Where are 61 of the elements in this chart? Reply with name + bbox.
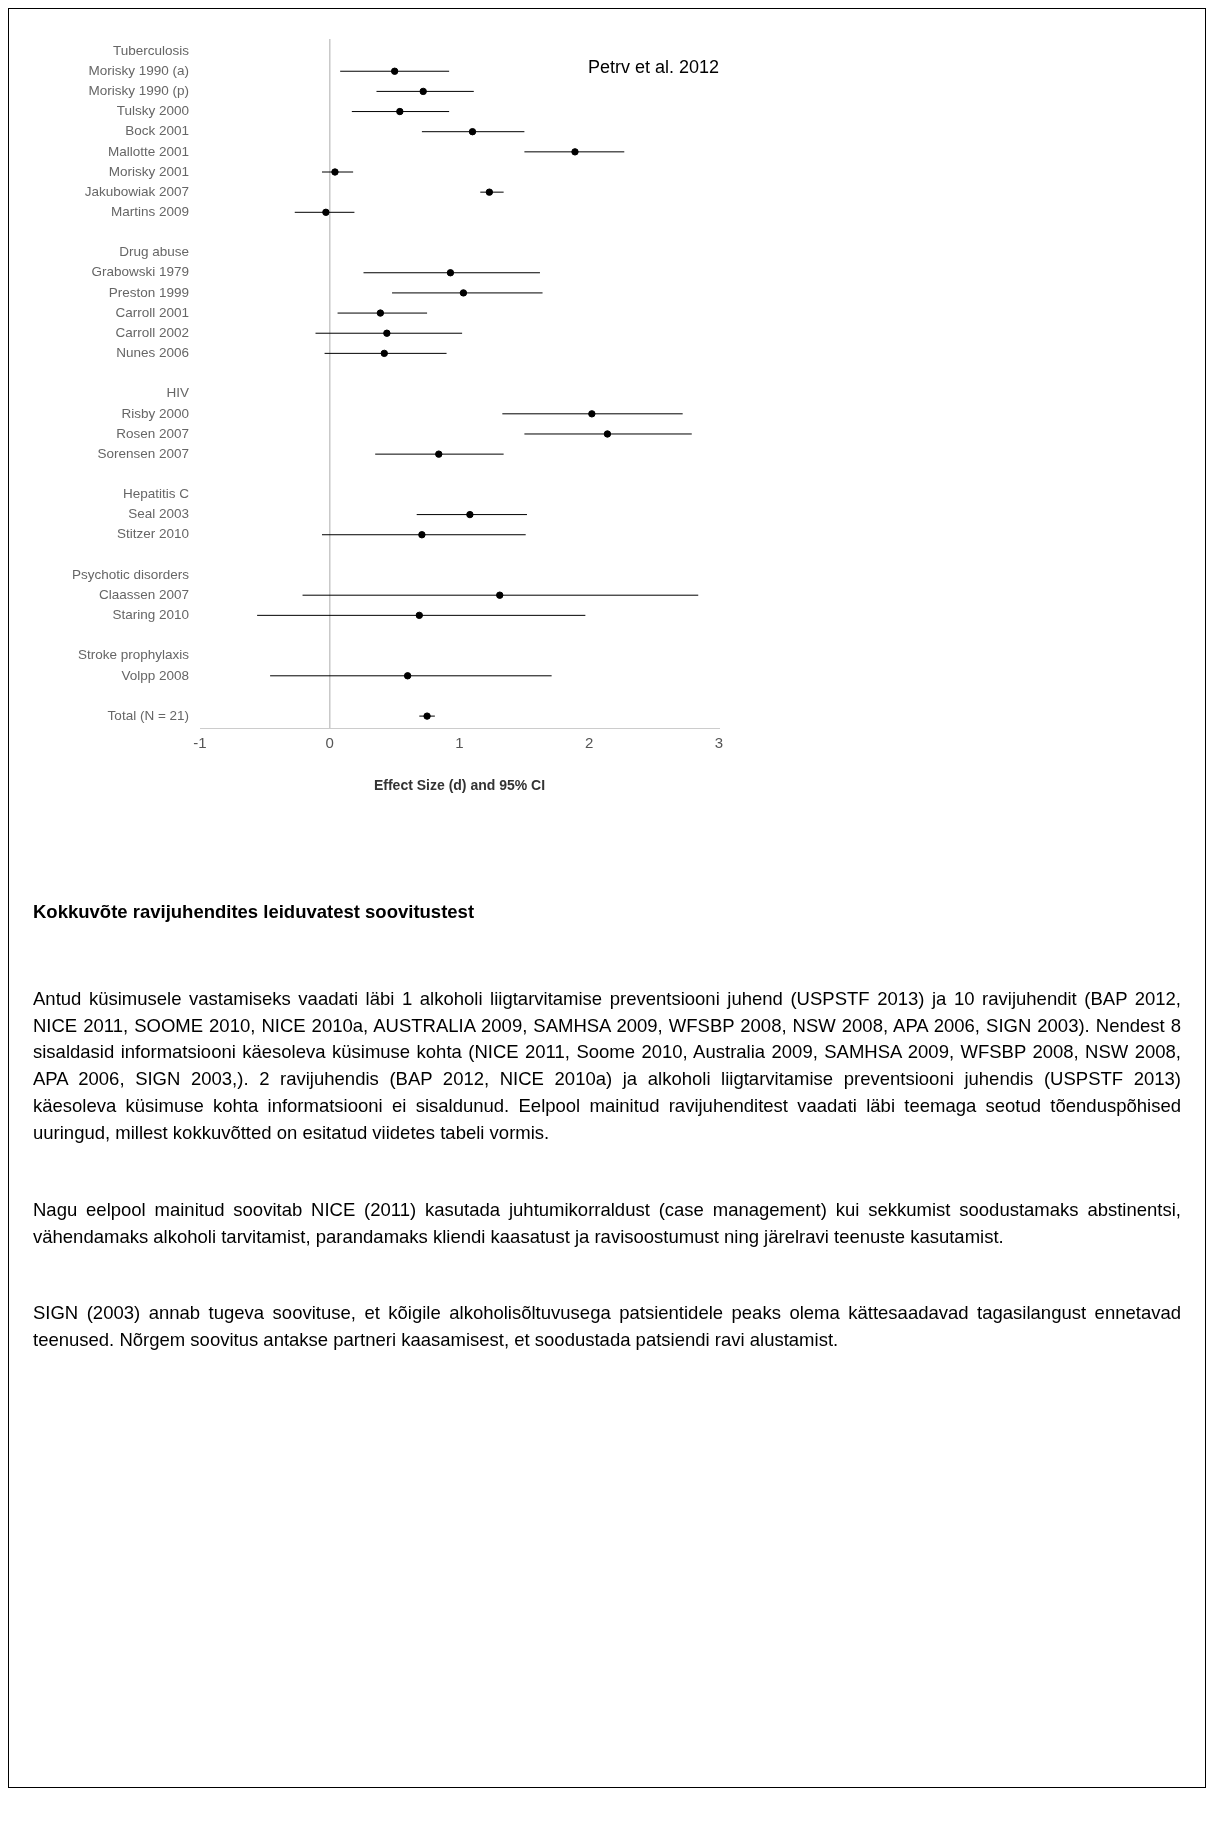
y-tick-label: Stitzer 2010	[117, 526, 190, 542]
y-tick-label: Preston 1999	[108, 284, 190, 300]
point	[588, 410, 596, 418]
y-tick-label: Morisky 2001	[108, 163, 190, 179]
y-tick-label: Seal 2003	[128, 506, 190, 522]
point	[496, 591, 504, 599]
y-tick-label: Hepatitis C	[123, 486, 190, 502]
y-tick-label: Drug abuse	[119, 244, 190, 260]
y-tick-label: HIV	[166, 385, 190, 401]
point	[485, 188, 494, 196]
point	[376, 309, 385, 317]
y-tick-label: Risby 2000	[121, 405, 190, 421]
y-tick-label: Sorensen 2007	[97, 445, 190, 461]
y-tick-label: Total (N = 21)	[107, 707, 190, 723]
y-tick-label: Tuberculosis	[113, 42, 190, 58]
point	[466, 510, 474, 519]
point	[415, 611, 423, 620]
point	[459, 289, 468, 297]
y-tick-label: Psychotic disorders	[72, 566, 190, 582]
x-tick-label: 3	[714, 734, 724, 752]
y-tick-label: Volpp 2008	[121, 667, 190, 683]
y-tick-label: Staring 2010	[112, 607, 190, 623]
point	[435, 450, 443, 458]
y-tick-label: Claassen 2007	[98, 586, 190, 602]
y-tick-label: Nunes 2006	[116, 345, 190, 361]
point	[418, 531, 426, 539]
y-tick-label: Jakubowiak 2007	[84, 183, 190, 199]
y-tick-label: Martins 2009	[111, 204, 190, 220]
point	[322, 208, 330, 217]
y-tick-label: Morisky 1990 (p)	[88, 83, 190, 99]
point	[396, 107, 404, 116]
text: Nagu eelpool mainitud soovitab NICE (2011) kasutada juhtumikorraldust (case management) kui sekkumist soodustamaks abstinentsi, vähendamaks alkoholi tarvitamist, parandamaks kliendi kaasatust ja ravisoostumust ning järelravi teenuste kasutamist.	[33, 1197, 1181, 1249]
text: Kokkuvõte ravijuhendites leiduvatest soovitustest	[33, 900, 476, 924]
x-axis-title: Effect Size (d) and 95% CI	[373, 777, 546, 794]
point	[446, 269, 455, 277]
point	[423, 712, 431, 720]
x-tick-label: 2	[585, 734, 594, 752]
y-tick-label: Morisky 1990 (a)	[88, 62, 190, 78]
y-tick-label: Grabowski 1979	[91, 264, 190, 280]
point	[603, 430, 612, 438]
y-tick-label: Bock 2001	[125, 123, 190, 139]
point	[331, 168, 339, 176]
text: SIGN (2003) annab tugeva soovituse, et kõigile alkoholisõltuvusega patsientidele peaks olema kättesaadavad tagasilangust ennetavad teenused. Nõrgem soovitus antakse partneri kaasamisest, et soodustada patsiendi ravi alustamist.	[33, 1301, 1181, 1353]
point	[571, 148, 579, 156]
point	[383, 329, 391, 337]
annotation: Petrv et al. 2012	[587, 56, 719, 77]
x-tick-label: 0	[325, 734, 334, 752]
y-tick-label: Carroll 2002	[115, 324, 190, 340]
x-tick-label: 1	[455, 734, 464, 752]
y-tick-label: Mallotte 2001	[107, 143, 190, 159]
point	[419, 87, 427, 96]
x-tick-label: -1	[193, 734, 207, 752]
y-tick-label: Rosen 2007	[116, 425, 190, 441]
point	[380, 349, 388, 358]
point	[390, 67, 399, 75]
y-tick-label: Stroke prophylaxis	[77, 647, 190, 663]
y-tick-label: Carroll 2001	[115, 304, 190, 320]
y-tick-label: Tulsky 2000	[116, 103, 190, 119]
text: Antud küsimusele vastamiseks vaadati läbi 1 alkoholi liigtarvitamise preventsiooni juhend (USPSTF 2013) ja 10 ravijuhendit (BAP 2012, NICE 2011, SOOME 2010, NICE 2010a, AUSTRALIA 2009, SAMHSA 2009, WFSBP 2008, NSW 2008, APA 2006, SIGN 2003). Nendest 8 sisaldasid informatsiooni käesoleva küsimuse kohta (NICE 2011, Soome 2010, Australia 2009, SAMHSA 2009, WFSBP 2008, NSW 2008, APA 2006, SIGN 2003,). 2 ravijuhendis (BAP 2012, NICE 2010a) ja alkoholi liigtarvitamise preventsiooni juhendis (USPSTF 2013) käesoleva küsimuse kohta informatsiooni ei sisaldunud. Eelpool mainitud ravijuhenditest vaadati läbi teemaga seotud tõenduspõhised uuringud, millest kokkuvõtted on esitatud viidetes tabeli vormis.	[33, 986, 1181, 1145]
point	[403, 672, 412, 680]
point	[468, 128, 477, 136]
